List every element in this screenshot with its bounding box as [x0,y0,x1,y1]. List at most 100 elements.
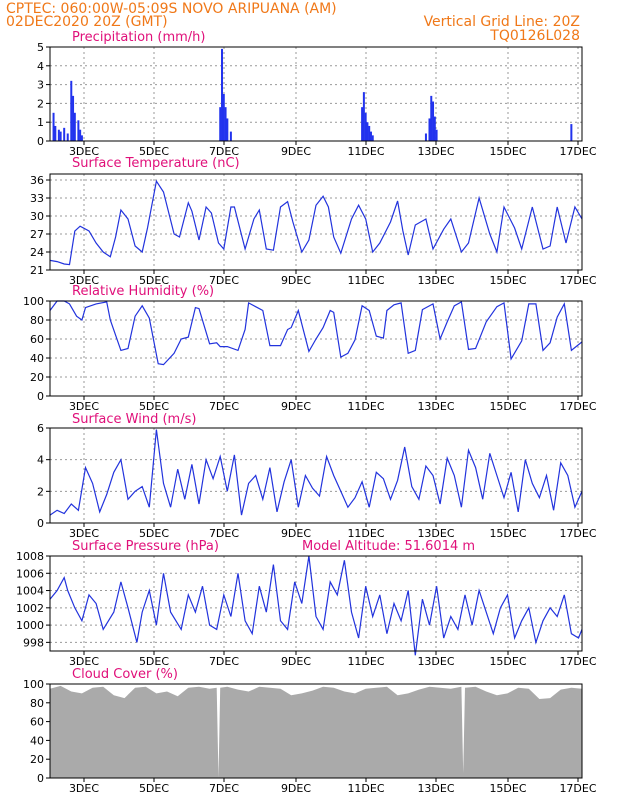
panel1-xtick-label-4: 11DEC [347,145,384,158]
panel1-xtick-label-3: 9DEC [281,145,311,158]
panel1-bar-16 [226,118,229,141]
panel6-xtick-label-5: 13DEC [417,782,454,795]
header-location: CPTEC: 060:00W-05:09S NOVO ARIPUANA (AM) [6,1,337,17]
panel3-xtick-label-2: 7DEC [209,400,239,413]
panel4-xtick-label-1: 5DEC [139,527,169,540]
panel5-xtick-label-3: 9DEC [281,655,311,668]
panel6-ytick-label-4: 80 [30,697,44,710]
panel2-ytick-label-1: 24 [30,246,44,259]
panel1-bar-29 [433,116,436,141]
panel3-ytick-label-4: 80 [30,314,44,327]
panel2-xtick-label-2: 7DEC [209,274,239,287]
panel1-bar-25 [424,133,427,141]
panel4-ytick-label-2: 4 [37,454,44,467]
panel1-bar-24 [371,135,374,141]
panel6-xtick-label-2: 7DEC [209,782,239,795]
panel6-xtick-label-1: 5DEC [139,782,169,795]
panel6-xtick-label-4: 11DEC [347,782,384,795]
panel5-xtick-label-0: 3DEC [69,655,99,668]
panel4-title: Surface Wind (m/s) [72,412,196,427]
panel4-xtick-label-2: 7DEC [209,527,239,540]
panel1-xtick-label-0: 3DEC [69,145,99,158]
panel5-annotation: Model Altitude: 51.6014 m [302,539,475,554]
panel1-bar-21 [366,122,369,141]
panel4-xtick-label-6: 15DEC [489,527,526,540]
panel1-bar-2 [57,129,60,141]
panel2-ytick-label-0: 21 [30,264,44,277]
panel3-title: Relative Humidity (%) [72,284,214,299]
panel5-xtick-label-7: 17DEC [559,655,596,668]
panel3-xtick-label-6: 15DEC [489,400,526,413]
panel5-xtick-label-6: 15DEC [489,655,526,668]
panel1-bar-26 [428,118,431,141]
panel5-frame [49,555,583,652]
panel3-ytick-label-2: 40 [30,352,44,365]
panel5-ytick-label-5: 1008 [16,550,44,563]
panel1-bar-8 [73,112,76,141]
panel3-xtick-label-4: 11DEC [347,400,384,413]
panel1-bar-22 [368,125,371,141]
panel2-xtick-label-5: 13DEC [417,274,454,287]
panel4-xtick-label-4: 11DEC [347,527,384,540]
panel1-bar-20 [364,112,367,141]
panel2-ytick-label-4: 33 [30,192,44,205]
panel4-xtick-label-7: 17DEC [559,527,596,540]
panel6-frame [49,683,583,779]
panel1-bar-19 [362,92,365,141]
panel4-ytick-label-0: 0 [37,517,44,530]
panel2-ytick-label-3: 30 [30,210,44,223]
panel6-xtick-label-3: 9DEC [281,782,311,795]
panel3-xtick-label-0: 3DEC [69,400,99,413]
panel1-xtick-label-6: 15DEC [489,145,526,158]
panel1-ytick-label-3: 3 [37,79,44,92]
panel1-xtick-label-2: 7DEC [209,145,239,158]
panel1-ytick-label-1: 1 [37,116,44,129]
panel6-ytick-label-1: 20 [30,753,44,766]
panel6-ytick-label-2: 40 [30,734,44,747]
panel2-xtick-label-1: 5DEC [139,274,169,287]
panel1-bar-17 [229,131,232,141]
panel4-ytick-label-1: 2 [37,485,44,498]
panel2-frame [49,173,583,271]
panel1-title: Precipitation (mm/h) [72,30,205,45]
panel3-ytick-label-5: 100 [23,295,44,308]
panel2-ytick-label-2: 27 [30,228,44,241]
panel5-ytick-label-0: 998 [23,636,44,649]
panel3-ytick-label-0: 0 [37,390,44,403]
panel4-frame [49,427,583,524]
panel5-ytick-label-2: 1002 [16,602,44,615]
panel2-xtick-label-0: 3DEC [69,274,99,287]
panel2-xtick-label-4: 11DEC [347,274,384,287]
panel1-bar-14 [222,94,225,141]
panel1-bar-13 [221,48,224,141]
panel6-ytick-label-5: 100 [23,678,44,691]
panel5-xtick-label-2: 7DEC [209,655,239,668]
panel2-series-line [49,179,583,266]
panel2-xtick-label-6: 15DEC [489,274,526,287]
panel1-bar-15 [224,107,227,141]
panel1-bar-5 [66,133,69,141]
panel3-xtick-label-1: 5DEC [139,400,169,413]
panel1-bar-1 [54,125,57,141]
header-model-id: TQ0126L028 [489,28,580,44]
panel1-xtick-label-5: 13DEC [417,145,454,158]
panel1-bar-0 [52,112,55,141]
panel5-series-line [49,555,583,656]
panel5-xtick-label-4: 11DEC [347,655,384,668]
panel2-title: Surface Temperature (nC) [72,156,240,171]
panel1-bar-18 [361,107,364,141]
panel1-ytick-label-0: 0 [37,135,44,148]
panel4-ytick-label-3: 6 [37,422,44,435]
panel5-ytick-label-1: 1000 [16,619,44,632]
panel1-frame [49,46,583,142]
panel1-bar-12 [219,107,222,141]
panel1-bar-31 [570,124,573,141]
panel2-xtick-label-7: 17DEC [559,274,596,287]
panel1-ytick-label-5: 5 [37,41,44,54]
header-init-time: 02DEC2020 20Z (GMT) [6,14,168,30]
panel1-bar-7 [72,95,75,141]
panel1-bar-27 [430,95,433,141]
panel4-series-line [49,429,583,516]
panel2-ytick-label-5: 36 [30,174,44,187]
